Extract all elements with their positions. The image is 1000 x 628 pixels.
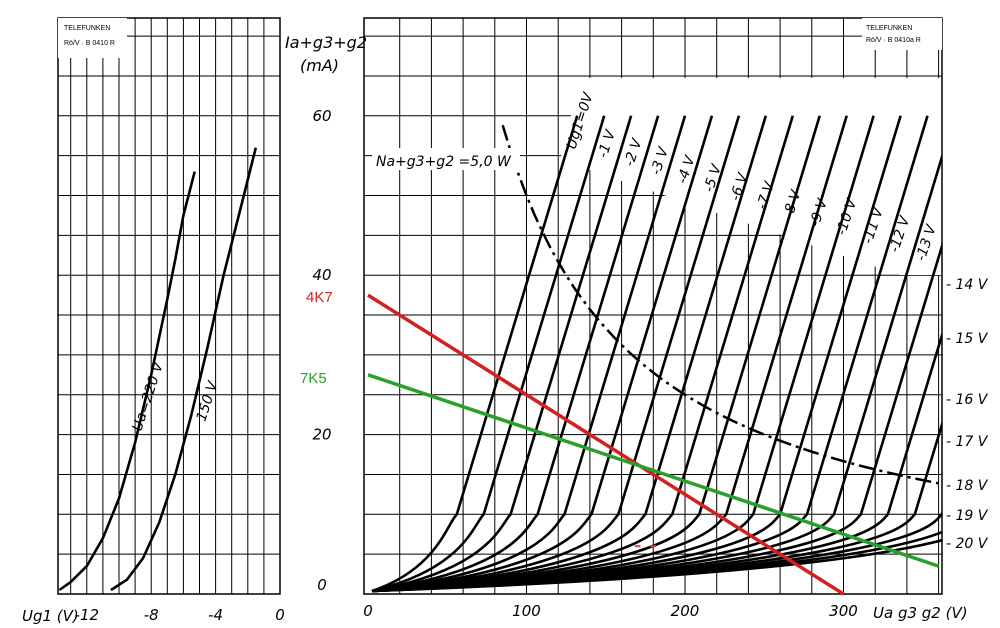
power-label-bg xyxy=(372,148,520,170)
left-curves xyxy=(58,147,258,592)
right-plot-frame xyxy=(363,17,943,595)
ug1-curve-label-17: - 17 V xyxy=(946,434,989,450)
power-limit-curve xyxy=(501,124,939,485)
label-fan-backdrop xyxy=(560,78,945,275)
left-x-tick-0: -12 xyxy=(75,606,100,624)
left-curve-0 xyxy=(58,171,196,592)
right-x-tick-1: 100 xyxy=(512,602,541,620)
right-stamp-line-1: TELEFUNKEN xyxy=(866,25,912,32)
ug1-curve-0 xyxy=(371,115,579,593)
ug1-curve-3 xyxy=(371,115,660,593)
load-lines xyxy=(367,293,940,596)
left-x-tick-3: 0 xyxy=(275,606,285,624)
ug1-curve-1 xyxy=(371,115,606,593)
power-limit-label: Na+g3+g2 =5,0 W xyxy=(376,154,512,170)
ug1-curve-6 xyxy=(371,115,741,593)
ug1-curve-labels: Ug1=0V-1 V -2 V -3 V -4 V -5 V -6 V -7 V -8 V -9… xyxy=(564,90,989,552)
right-stamp-line-2: Rö/V · B 0410a R xyxy=(866,37,921,44)
left-grid xyxy=(58,18,280,594)
y-tick-0: 0 xyxy=(317,576,327,594)
left-x-tick-labels: -12 -8 -4 0 xyxy=(75,606,285,624)
right-x-tick-2: 200 xyxy=(671,602,700,620)
ug1-curve-2 xyxy=(371,115,633,593)
ug1-curve-label-20: - 20 V xyxy=(946,536,989,552)
y-tick-1: 20 xyxy=(312,426,331,444)
left-stamp-bg xyxy=(58,18,127,58)
right-x-axis-label: Ua g3 g2 (V) xyxy=(873,604,968,622)
y-axis-label-line-2: (mA) xyxy=(300,56,339,75)
y-axis-label-line-1: Ia+g3+g2 xyxy=(285,33,367,52)
right-x-tick-3: 300 xyxy=(829,602,858,620)
left-stamp-line-1: TELEFUNKEN xyxy=(64,25,110,32)
right-stamp-bg xyxy=(862,18,942,50)
left-stamp-line-2: Rö/V · B 0410 R xyxy=(64,40,115,47)
ug1-curve-label-15: - 15 V xyxy=(946,331,989,347)
ug1-curve-7 xyxy=(371,115,768,593)
right-x-tick-0: 0 xyxy=(363,602,373,620)
right-chart: TELEFUNKEN Rö/V · B 0410a R Ug1=0V-1 V -2… xyxy=(285,17,989,622)
ug1-curves xyxy=(371,115,942,593)
load-line-1 xyxy=(367,373,940,568)
ug1-curve-20 xyxy=(371,538,942,593)
left-x-tick-2: -4 xyxy=(208,606,223,624)
ug1-curve-label-16: - 16 V xyxy=(946,392,989,408)
y-tick-2: 40 xyxy=(312,266,331,284)
ug1-curve-5 xyxy=(371,115,714,593)
left-curve-1 xyxy=(110,147,258,592)
right-x-tick-labels: 0 100 200 300 xyxy=(363,602,858,620)
y-tick-3: 60 xyxy=(312,107,331,125)
left-x-axis-label: Ug1 (V) xyxy=(22,607,79,625)
load-line-label-7k5: 7K5 xyxy=(300,370,327,387)
ug1-curve-label-14: - 14 V xyxy=(946,277,989,293)
left-x-tick-1: -8 xyxy=(144,606,159,624)
load-line-0 xyxy=(367,293,845,596)
ug1-curve-label-18: - 18 V xyxy=(946,478,989,494)
left-chart: TELEFUNKEN Rö/V · B 0410 R Ua=220 V 150 … xyxy=(22,17,285,625)
ug1-curve-label-19: - 19 V xyxy=(946,508,989,524)
load-line-label-4k7: 4K7 xyxy=(306,289,333,306)
left-plot-frame xyxy=(57,17,281,595)
ug1-curve-4 xyxy=(371,115,687,593)
y-tick-labels: 0 20 40 60 xyxy=(312,107,331,594)
